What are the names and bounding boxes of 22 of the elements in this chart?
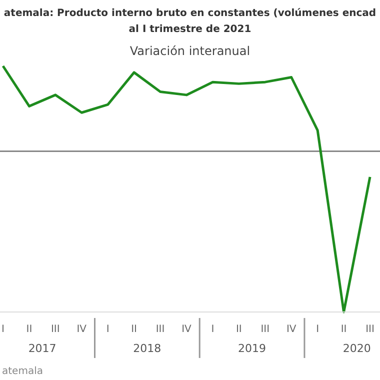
text: atemala — [2, 366, 44, 377]
x-tick-label: IV — [182, 324, 192, 335]
chart-subtitle: Variación interanual — [128, 44, 252, 58]
text: 2017 — [28, 342, 56, 355]
x-tick-label: II — [26, 324, 32, 335]
x-tick-label: III — [366, 324, 374, 335]
x-tick-label: II — [131, 324, 138, 335]
x-tick-label: III — [51, 324, 60, 335]
chart-title: atemala: Producto interno bruto en constantes (volúmenes encad al I trimestre de 2021 — [2, 7, 378, 37]
text: 2020 — [342, 342, 371, 355]
x-tick-label: IV — [286, 324, 296, 335]
x-tick-label: III — [260, 324, 270, 335]
x-tick-label: I — [316, 324, 320, 335]
x-tick-label: II — [236, 324, 242, 335]
x-tick-label: I — [211, 324, 214, 335]
x-tick-label: IV — [76, 324, 87, 335]
text: 2019 — [238, 342, 266, 355]
x-tick-label: I — [106, 324, 110, 335]
x-tick-label: III — [156, 324, 165, 335]
x-tick-label: II — [340, 324, 347, 335]
x-tick-label: I — [2, 324, 4, 335]
text: 2018 — [133, 342, 162, 355]
